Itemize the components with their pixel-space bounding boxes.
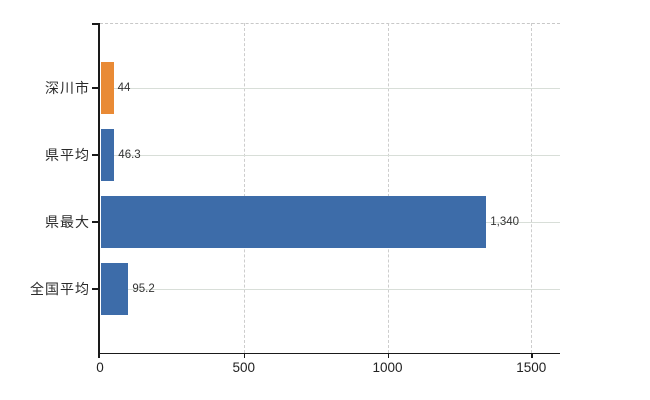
vertical-gridline — [387, 23, 389, 353]
vertical-gridline — [531, 23, 533, 353]
category-gridline — [101, 155, 560, 156]
category-gridline — [101, 88, 560, 89]
y-axis-tick — [92, 87, 100, 89]
y-axis-tick — [92, 154, 100, 156]
category-label: 県平均 — [45, 147, 90, 163]
y-axis-tick — [92, 288, 100, 290]
x-axis-tick — [531, 353, 533, 358]
plot-top-border — [100, 23, 560, 24]
x-tick-label: 500 — [232, 360, 256, 375]
x-axis-line — [98, 352, 560, 355]
bar — [101, 129, 115, 181]
bar-value-label: 95.2 — [132, 283, 155, 295]
x-axis-tick — [243, 353, 246, 358]
category-label: 深川市 — [45, 80, 90, 96]
bar — [101, 263, 129, 315]
x-tick-label: 1000 — [372, 360, 403, 375]
x-tick-label: 0 — [96, 360, 104, 375]
vertical-gridline — [243, 23, 245, 353]
category-label: 全国平均 — [30, 281, 90, 297]
x-axis-tick — [387, 353, 389, 358]
category-gridline — [101, 289, 560, 290]
y-axis-tick — [92, 221, 100, 223]
bar-value-label: 44 — [117, 82, 131, 94]
y-axis-top-tick — [92, 23, 100, 25]
category-label: 県最大 — [45, 214, 90, 230]
x-tick-label: 1500 — [516, 360, 547, 375]
bar-value-label: 46.3 — [118, 149, 141, 161]
bar-value-label: 1,340 — [490, 216, 520, 228]
bar — [101, 62, 114, 114]
y-axis-line — [98, 23, 100, 358]
bar — [101, 196, 487, 248]
